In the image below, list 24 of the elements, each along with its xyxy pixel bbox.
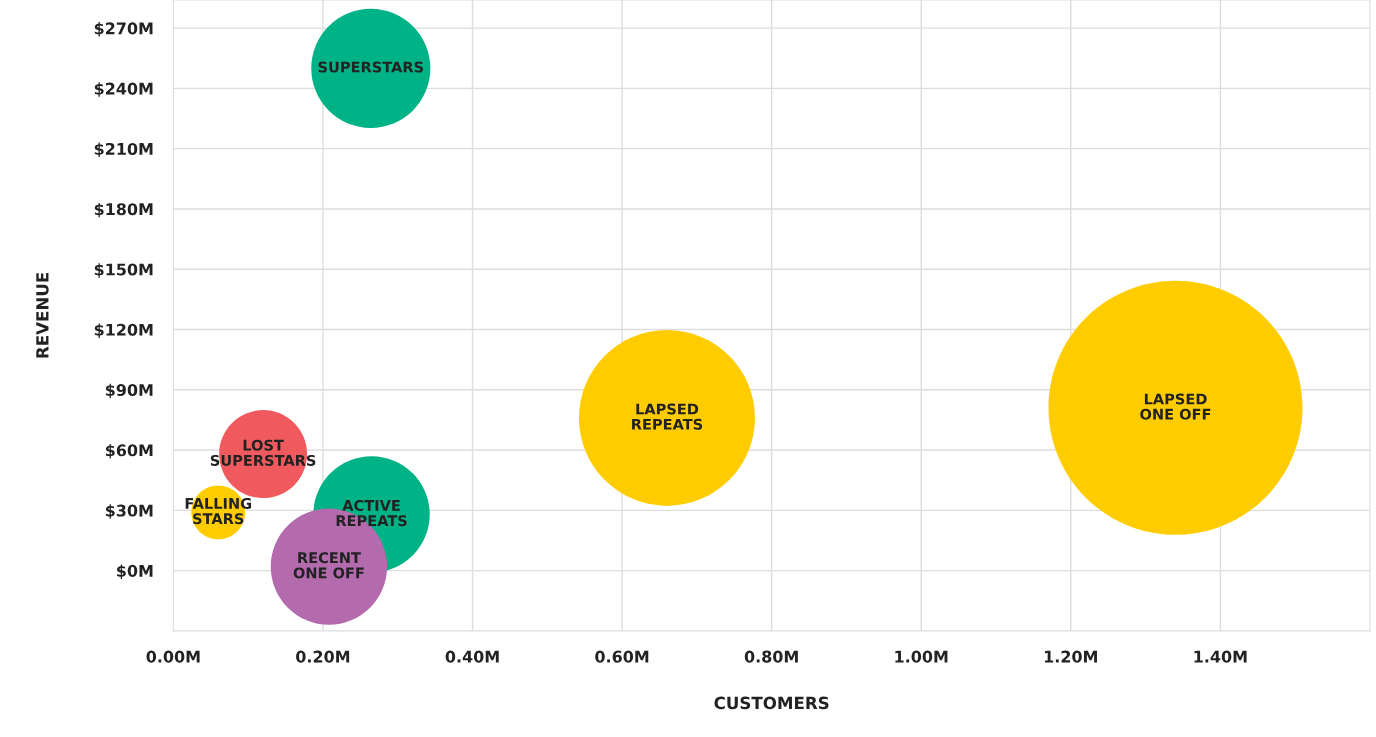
y-tick-label: $90M: [105, 383, 153, 399]
y-tick-label: $240M: [94, 82, 153, 97]
x-tick-label: 1.00M: [895, 650, 948, 663]
y-tick-label: $120M: [94, 323, 153, 338]
x-tick-label: 1.40M: [1194, 650, 1247, 663]
x-tick-label: 0.20M: [296, 650, 350, 663]
y-tick-label: $210M: [94, 142, 153, 158]
x-tick-label: 0.00M: [146, 650, 200, 663]
y-tick-label: $150M: [94, 263, 153, 278]
series-label: SUPERSTARS: [318, 61, 424, 73]
y-tick-label: $30M: [105, 504, 153, 519]
y-tick-label: $270M: [94, 22, 153, 37]
x-tick-label: 0.40M: [445, 650, 499, 663]
x-axis-title: CUSTOMERS: [714, 696, 829, 710]
series-label: LAPSED ONE OFF: [1140, 393, 1211, 420]
x-tick-label: 1.20M: [1044, 650, 1097, 663]
y-axis-title: REVENUE: [36, 272, 49, 358]
series-label: RECENT ONE OFF: [293, 552, 364, 579]
x-tick-label: 0.80M: [744, 650, 798, 663]
y-tick-label: $60M: [105, 443, 153, 459]
y-tick-label: $180M: [94, 202, 153, 218]
series-label: LAPSED REPEATS: [632, 403, 703, 430]
y-tick-label: $0M: [117, 564, 153, 580]
x-tick-label: 0.60M: [595, 650, 649, 663]
